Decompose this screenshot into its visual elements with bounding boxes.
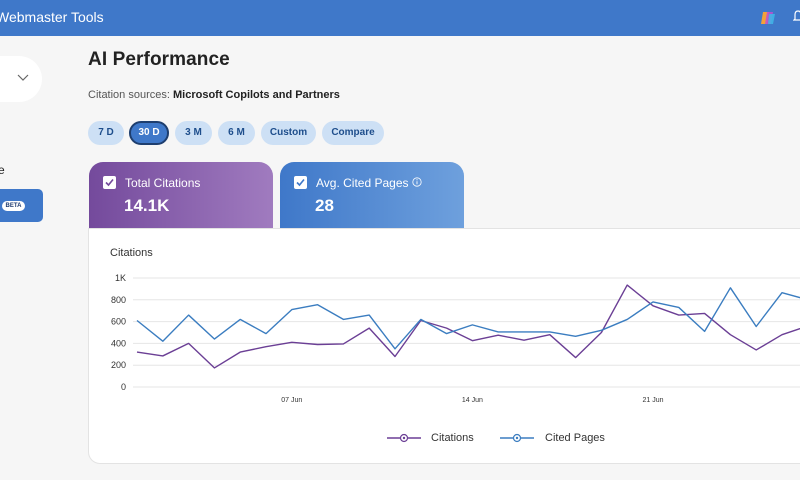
y-tick-label: 0: [121, 382, 126, 392]
legend-citations-label: Citations: [431, 432, 474, 444]
line-marker-icon: [387, 433, 421, 443]
top-bar: Webmaster Tools: [0, 0, 800, 36]
bell-icon[interactable]: [793, 9, 800, 23]
y-tick-label: 200: [111, 360, 126, 370]
total-citations-card[interactable]: Total Citations 14.1K: [89, 162, 306, 228]
series-line-cited-pages[interactable]: [136, 287, 800, 350]
range-custom-button[interactable]: Custom: [261, 121, 316, 145]
page-title: AI Performance: [88, 49, 230, 70]
range-30d-button[interactable]: 30 D: [129, 121, 169, 145]
legend-cited-pages-label: Cited Pages: [545, 432, 605, 444]
range-7d-button[interactable]: 7 D: [88, 121, 124, 145]
chart-panel: [88, 228, 800, 464]
avg-cited-pages-label: Avg. Cited Pages: [316, 176, 409, 190]
line-marker-icon: [500, 433, 534, 443]
total-citations-label: Total Citations: [125, 176, 201, 190]
chevron-down-icon: [17, 74, 29, 81]
range-6m-button[interactable]: 6 M: [218, 121, 255, 145]
compare-button[interactable]: Compare: [322, 121, 384, 145]
chart-title: Citations: [110, 247, 153, 259]
y-tick-label: 800: [111, 295, 126, 305]
checkbox-checked-icon[interactable]: [103, 176, 116, 189]
range-3m-button[interactable]: 3 M: [175, 121, 212, 145]
y-tick-label: 1K: [115, 273, 126, 283]
info-icon[interactable]: [412, 177, 422, 187]
checkbox-checked-icon[interactable]: [294, 176, 307, 189]
series-line-citations[interactable]: [136, 284, 800, 369]
x-tick-label: 21 Jun: [642, 397, 663, 404]
beta-badge: BETA: [2, 201, 25, 211]
sidebar-collapse-button[interactable]: [0, 56, 42, 102]
y-tick-label: 600: [111, 317, 126, 327]
y-tick-label: 400: [111, 338, 126, 348]
app-title[interactable]: Webmaster Tools: [0, 9, 104, 25]
sidebar-item-label: e: [0, 163, 5, 177]
sidebar-item-ai-performance[interactable]: BETA: [0, 189, 43, 222]
copilot-icon[interactable]: [759, 9, 777, 27]
avg-cited-pages-card[interactable]: Avg. Cited Pages 28: [280, 162, 464, 228]
x-tick-label: 07 Jun: [281, 397, 302, 404]
x-tick-label: 14 Jun: [462, 397, 483, 404]
total-citations-value: 14.1K: [124, 196, 170, 215]
citation-sources: Citation sources: Microsoft Copilots and…: [88, 89, 340, 101]
citation-sources-value: Microsoft Copilots and Partners: [173, 89, 340, 101]
avg-cited-pages-value: 28: [315, 196, 334, 215]
citation-sources-label: Citation sources:: [88, 89, 170, 101]
